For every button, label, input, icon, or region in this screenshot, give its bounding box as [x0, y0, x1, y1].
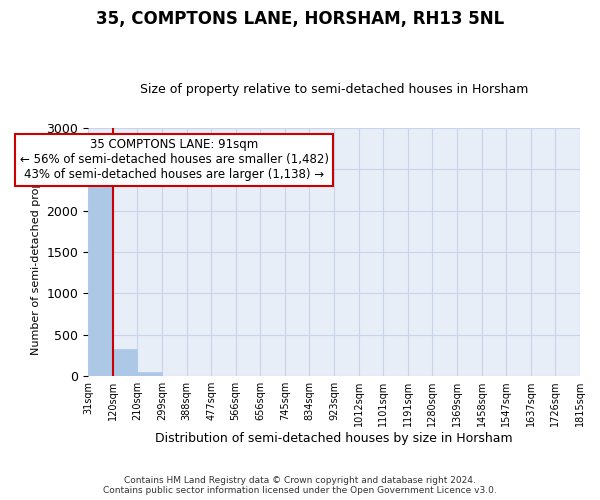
Text: 35 COMPTONS LANE: 91sqm
← 56% of semi-detached houses are smaller (1,482)
43% of: 35 COMPTONS LANE: 91sqm ← 56% of semi-de… — [20, 138, 329, 182]
Bar — [137, 372, 162, 376]
Y-axis label: Number of semi-detached properties: Number of semi-detached properties — [31, 149, 41, 355]
Bar — [113, 349, 137, 376]
Bar — [88, 186, 113, 376]
Text: Contains HM Land Registry data © Crown copyright and database right 2024.
Contai: Contains HM Land Registry data © Crown c… — [103, 476, 497, 495]
Text: 35, COMPTONS LANE, HORSHAM, RH13 5NL: 35, COMPTONS LANE, HORSHAM, RH13 5NL — [96, 10, 504, 28]
Title: Size of property relative to semi-detached houses in Horsham: Size of property relative to semi-detach… — [140, 83, 528, 96]
X-axis label: Distribution of semi-detached houses by size in Horsham: Distribution of semi-detached houses by … — [155, 432, 513, 445]
